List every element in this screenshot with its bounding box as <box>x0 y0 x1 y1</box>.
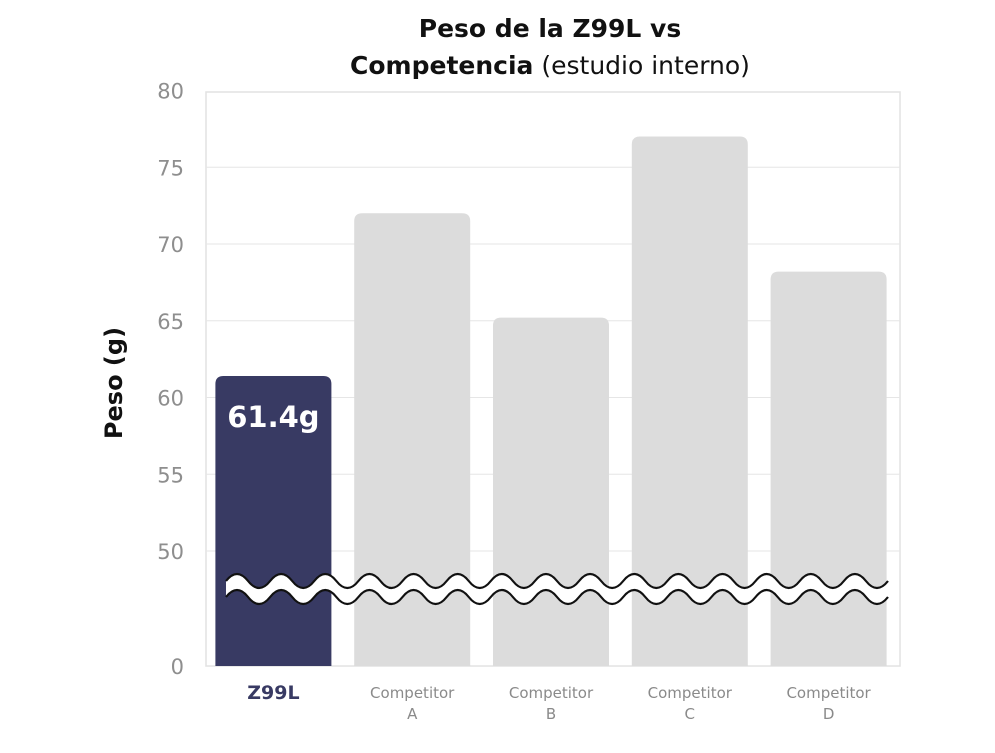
x-tick-label-line-2: D <box>823 705 835 723</box>
x-tick-label-line-2: C <box>685 705 695 723</box>
y-tick-label: 60 <box>157 387 184 411</box>
axis-break-band <box>226 574 888 604</box>
y-tick-label: 75 <box>157 156 184 180</box>
y-tick-label: 70 <box>157 233 184 257</box>
bar-value-label: 61.4g <box>227 400 319 434</box>
chart-title-line-1: Peso de la Z99L vs <box>419 14 681 43</box>
bar-4 <box>631 136 748 667</box>
y-tick-label: 55 <box>157 463 184 487</box>
y-tick-label: 80 <box>157 80 184 104</box>
bar-5 <box>770 271 887 666</box>
x-tick-label-line-2: A <box>407 705 418 723</box>
x-tick-label: Competitor <box>648 684 733 702</box>
x-tick-label: Competitor <box>509 684 594 702</box>
x-tick-label: Competitor <box>786 684 871 702</box>
chart-title-bold-part: Competencia <box>350 51 533 80</box>
y-axis-label: Peso (g) <box>100 327 128 439</box>
x-tick-labels: Z99L Competitor A Competitor B Competitor C Com… <box>247 682 871 723</box>
axis-break-line <box>225 572 889 590</box>
x-tick-label: Competitor <box>370 684 455 702</box>
bars <box>215 136 887 667</box>
x-tick-label-line-2: B <box>546 705 556 723</box>
bar-3 <box>493 317 609 666</box>
bar-2 <box>354 213 471 667</box>
chart-title-line-2: Competencia (estudio interno) <box>350 51 750 80</box>
data-labels: 61.4g <box>227 400 319 434</box>
y-tick-labels: 0 50 55 60 65 70 75 80 <box>157 80 184 680</box>
axis-break <box>225 572 889 606</box>
axis-break-line <box>225 588 889 606</box>
y-tick-label: 0 <box>171 655 184 679</box>
x-tick-label: Z99L <box>247 682 299 704</box>
chart-title-normal-part: (estudio interno) <box>533 51 750 80</box>
y-tick-label: 65 <box>157 310 184 334</box>
y-tick-label: 50 <box>157 540 184 564</box>
